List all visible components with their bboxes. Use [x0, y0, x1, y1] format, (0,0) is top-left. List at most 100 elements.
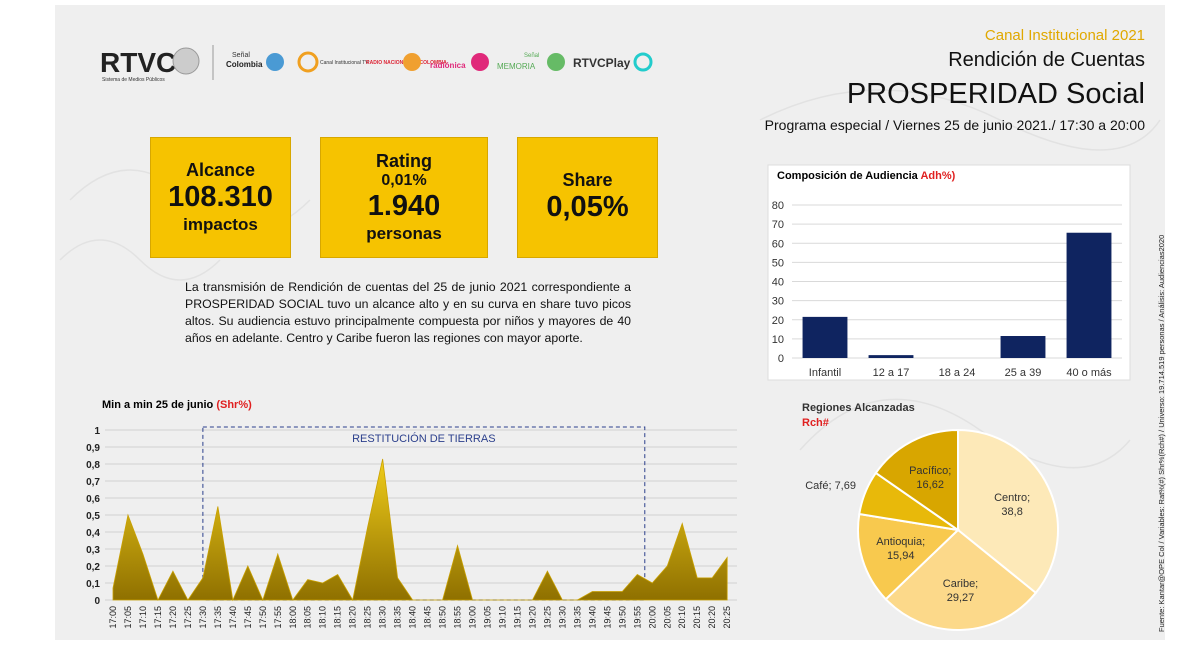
bar [1001, 336, 1046, 358]
logo-rtvc-tagline: Sistema de Medios Públicos [102, 77, 165, 83]
y-tick-label: 0 [778, 353, 784, 365]
pie-label-category: Centro; [994, 492, 1030, 504]
x-tick-label: 19:50 [617, 606, 627, 629]
kpi-unit: impactos [183, 215, 258, 235]
x-tick-label: 19:45 [602, 606, 612, 629]
pie-title: Regiones Alcanzadas [802, 402, 915, 414]
kpi-value: 0,05% [546, 191, 628, 224]
header-title: Rendición de Cuentas [948, 49, 1145, 72]
bar [803, 317, 848, 358]
x-tick-label: 20:00 [647, 606, 657, 629]
y-tick-label: 0,3 [86, 545, 100, 556]
pie-label-category: Pacífico; [909, 465, 951, 477]
pie-label-value: 7,69 [835, 480, 856, 492]
x-tick-label: 17:55 [273, 606, 283, 629]
logo-icon [471, 53, 489, 71]
x-tick-label: 20:20 [707, 606, 717, 629]
kpi-card: Share 0,05% [517, 137, 658, 258]
x-tick-label: 18:20 [348, 606, 358, 629]
x-tick-label: 20:25 [722, 606, 732, 629]
x-tick-label: 19:20 [527, 606, 537, 629]
x-tick-label: 17:05 [123, 606, 133, 629]
y-tick-label: 70 [772, 219, 784, 231]
y-tick-label: 30 [772, 296, 784, 308]
pie-subtitle: Rch# [802, 417, 829, 429]
x-tick-label: 19:40 [587, 606, 597, 629]
x-tick-label: 19:10 [497, 606, 507, 629]
bar-title-text: Composición de Audiencia [777, 170, 919, 182]
x-tick-label: 17:35 [213, 606, 223, 629]
x-tick-label: 19:35 [572, 606, 582, 629]
y-tick-label: 0,9 [86, 443, 100, 454]
x-tick-label: 19:25 [542, 606, 552, 629]
description: La transmisión de Rendición de cuentas d… [185, 279, 631, 347]
header-kicker: Canal Institucional 2021 [985, 27, 1145, 44]
y-tick-label: 0,1 [86, 579, 100, 590]
x-tick-label: 40 o más [1066, 367, 1112, 379]
x-tick-label: 18:30 [378, 606, 388, 629]
x-tick-label: 17:00 [108, 606, 118, 629]
logo-text: Señal [524, 53, 539, 59]
x-tick-label: 20:15 [692, 606, 702, 629]
x-tick-label: 19:05 [483, 606, 493, 629]
kpi-value: 108.310 [168, 181, 273, 214]
y-tick-label: 40 [772, 277, 784, 289]
x-tick-label: 25 a 39 [1005, 367, 1042, 379]
y-tick-label: 0,2 [86, 562, 100, 573]
logo-text: radiónica [430, 61, 466, 70]
y-tick-label: 50 [772, 257, 784, 269]
annotation-label: RESTITUCIÓN DE TIERRAS [352, 432, 495, 445]
logo-text: RTVCPlay [573, 56, 631, 70]
area-title-highlight: (Shr%) [216, 399, 252, 411]
source-note: Fuente: Kantar@OPE Col / Variables: Rat%… [1157, 235, 1166, 632]
logo-text: MEMORIA [497, 62, 536, 71]
logo-text: Canal Institucional TV [320, 60, 369, 66]
y-tick-label: 0,4 [86, 528, 100, 539]
bar [869, 355, 914, 358]
pie-label-category: Café; [805, 480, 831, 492]
bar [1067, 233, 1112, 358]
logo-text: Señal [232, 52, 250, 59]
logo-icon [403, 53, 421, 71]
bar-title: Composición de Audiencia Adh%) [777, 170, 956, 182]
kpi-label: Share [562, 170, 612, 191]
x-tick-label: 17:20 [168, 606, 178, 629]
logo-icon [266, 53, 284, 71]
header-program: PROSPERIDAD Social [847, 78, 1145, 111]
pie-label-value: 29,27 [947, 592, 975, 604]
bar-title-highlight: Adh%) [920, 170, 955, 182]
x-tick-label: 18:05 [303, 606, 313, 629]
y-tick-label: 1 [94, 426, 100, 437]
x-tick-label: 20:05 [662, 606, 672, 629]
logo-rtvc: RTVC [100, 47, 176, 78]
x-tick-label: 17:25 [183, 606, 193, 629]
x-tick-label: 18:25 [363, 606, 373, 629]
pie-label-value: 38,8 [1001, 506, 1022, 518]
pie-label-category: Caribe; [943, 578, 978, 590]
y-tick-label: 10 [772, 334, 784, 346]
y-tick-label: 0,8 [86, 460, 100, 471]
x-tick-label: 17:10 [138, 606, 148, 629]
x-tick-label: 12 a 17 [873, 367, 910, 379]
page-body: RTVC Sistema de Medios Públicos Señal Co… [0, 0, 1179, 647]
area-title-text: Min a min 25 de junio [102, 399, 214, 411]
x-tick-label: 17:50 [258, 606, 268, 629]
x-tick-label: 18:15 [333, 606, 343, 629]
y-tick-label: 20 [772, 315, 784, 327]
logo-icon [547, 53, 565, 71]
kpi-unit: personas [366, 224, 442, 244]
y-tick-label: 60 [772, 238, 784, 250]
x-tick-label: 18:35 [393, 606, 403, 629]
kpi-card: Rating 0,01% 1.940 personas [320, 137, 488, 258]
x-tick-label: 19:30 [557, 606, 567, 629]
kpi-sub: 0,01% [381, 172, 426, 190]
x-tick-label: 18:10 [318, 606, 328, 629]
x-tick-label: 17:30 [198, 606, 208, 629]
x-tick-label: 17:40 [228, 606, 238, 629]
x-tick-label: 19:15 [512, 606, 522, 629]
header-subtitle: Programa especial / Viernes 25 de junio … [765, 117, 1145, 133]
y-tick-label: 80 [772, 200, 784, 212]
x-tick-label: 18:45 [423, 606, 433, 629]
y-tick-label: 0,7 [86, 477, 100, 488]
pie-label-value: 16,62 [916, 479, 944, 491]
